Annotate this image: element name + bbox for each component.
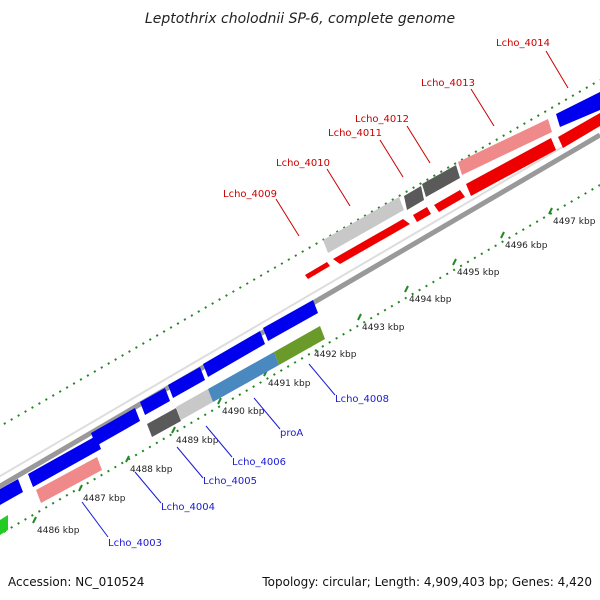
gene-label: Lcho_4014 [496, 38, 550, 49]
gene-forward[interactable] [263, 300, 318, 341]
gene-label: Lcho_4009 [223, 189, 277, 200]
tick-mark [171, 426, 176, 434]
tick-label: 4495 kbp [457, 268, 500, 278]
gene-pink[interactable] [458, 119, 552, 175]
leader-line [545, 50, 569, 89]
labels-top: Lcho_4009 Lcho_4010 Lcho_4011 Lcho_4012 … [223, 38, 569, 237]
tick-label: 4490 kbp [222, 407, 265, 417]
map-title: Leptothrix cholodnii SP-6, complete geno… [145, 11, 455, 27]
gene-label: Lcho_4011 [328, 128, 382, 139]
gene-label: Lcho_4006 [232, 457, 286, 468]
gene-steel[interactable] [208, 352, 279, 402]
leader-line [379, 139, 404, 178]
labels-bottom: Lcho_4003 Lcho_4004 Lcho_4005 Lcho_4006 … [81, 363, 389, 549]
backbone-track-highlight [0, 124, 600, 478]
gene-label: Lcho_4012 [355, 114, 409, 125]
tick-label: 4487 kbp [83, 494, 126, 504]
gene-grey[interactable] [323, 197, 404, 253]
tick-mark [452, 258, 457, 266]
tick-mark [78, 484, 83, 492]
gene-label: Lcho_4005 [203, 476, 257, 487]
leader-line [81, 501, 109, 538]
leader-line [275, 198, 300, 237]
gene-label: Lcho_4004 [161, 502, 215, 513]
gene-dark[interactable] [147, 408, 181, 437]
tick-mark [217, 397, 222, 405]
tick-label: 4488 kbp [130, 465, 173, 475]
tick-label: 4496 kbp [505, 241, 548, 251]
leader-line [308, 363, 336, 396]
leader-line [253, 397, 281, 430]
gene-label: Lcho_4013 [421, 78, 475, 89]
leader-line [205, 425, 233, 458]
tick-label: 4491 kbp [268, 379, 311, 389]
tick-mark [32, 516, 37, 524]
gene-reverse[interactable] [333, 219, 410, 264]
gene-green[interactable] [0, 515, 8, 535]
gene-olive[interactable] [274, 326, 325, 365]
gene-grey[interactable] [176, 389, 213, 420]
tick-mark [125, 455, 130, 463]
gene-forward[interactable] [0, 479, 23, 505]
leader-line [176, 446, 204, 479]
tick-mark [548, 207, 553, 215]
dotted-guide-top [0, 79, 600, 428]
accession-text: Accession: NC_010524 [8, 575, 144, 589]
tick-mark [357, 313, 362, 321]
leader-line [134, 471, 162, 504]
gene-reverse[interactable] [558, 113, 600, 148]
gene-reverse[interactable] [305, 262, 330, 279]
gene-label: Lcho_4003 [108, 538, 162, 549]
gene-dark[interactable] [422, 165, 460, 197]
leader-line [470, 88, 495, 127]
dotted-guide-bottom [0, 184, 600, 536]
gene-forward[interactable] [140, 388, 170, 415]
gene-label: Lcho_4008 [335, 394, 389, 405]
gene-label: proA [280, 428, 303, 439]
tick-label: 4486 kbp [37, 526, 80, 536]
gene-forward[interactable] [556, 92, 600, 127]
tick-label: 4493 kbp [362, 323, 405, 333]
tick-label: 4489 kbp [176, 436, 219, 446]
gene-reverse[interactable] [434, 190, 465, 212]
leader-line [326, 168, 351, 207]
tick-label: 4494 kbp [409, 295, 452, 305]
gene-label: Lcho_4010 [276, 158, 330, 169]
gene-forward[interactable] [28, 436, 101, 487]
tick-group: 4486 kbp 4487 kbp 4488 kbp 4489 kbp 4490 kbp… [32, 207, 596, 536]
genes-top [305, 92, 600, 279]
gene-reverse[interactable] [466, 138, 556, 196]
tick-label: 4492 kbp [314, 350, 357, 360]
genome-summary: Topology: circular; Length: 4,909,403 bp… [261, 575, 592, 589]
tick-mark [500, 231, 505, 239]
tick-label: 4497 kbp [553, 217, 596, 227]
gene-pink[interactable] [36, 457, 102, 503]
gene-dark[interactable] [404, 186, 424, 210]
leader-line [406, 125, 431, 164]
gene-forward[interactable] [91, 408, 140, 446]
genes-bottom [0, 300, 325, 535]
gene-forward[interactable] [203, 331, 265, 377]
tick-mark [404, 285, 409, 293]
gene-reverse[interactable] [413, 207, 431, 222]
gene-forward[interactable] [168, 367, 205, 398]
